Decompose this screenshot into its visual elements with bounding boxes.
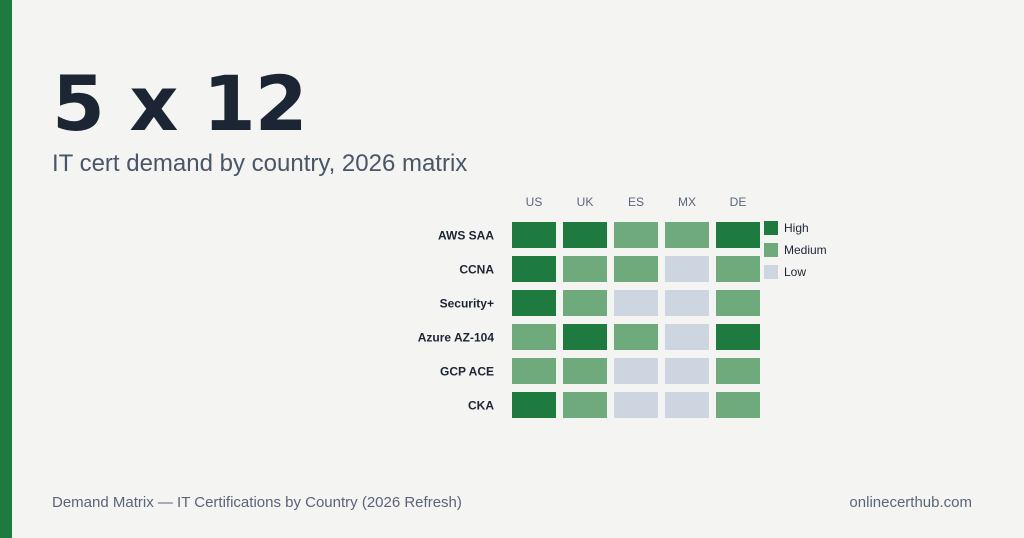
heatmap-cell [614,392,658,418]
heatmap-cell [716,290,760,316]
heatmap-cell [614,222,658,248]
heatmap-cell [563,256,607,282]
heatmap-cell [665,324,709,350]
footer-site[interactable]: onlinecerthub.com [849,494,972,511]
heatmap-cell [563,358,607,384]
heatmap-cell [512,256,556,282]
heatmap-cell [665,358,709,384]
legend-label: High [784,221,809,235]
heatmap-cell [716,324,760,350]
row-label: CKA [468,399,494,413]
legend-label: Medium [784,243,827,257]
row-label: Security+ [440,297,494,311]
row-label: CCNA [459,263,494,277]
heatmap-cell [512,222,556,248]
heatmap-cell [614,256,658,282]
heatmap-cell [512,358,556,384]
heatmap-cell [614,324,658,350]
row-label: AWS SAA [438,229,494,243]
heatmap-cell [512,290,556,316]
column-label: MX [678,195,696,209]
heatmap-cell [716,256,760,282]
heatmap-cell [563,290,607,316]
row-label: GCP ACE [440,365,494,379]
heatmap-cell [665,256,709,282]
heatmap-cell [563,222,607,248]
column-label: US [526,195,543,209]
legend-swatch [764,243,778,257]
heatmap-cell [512,324,556,350]
heatmap-cell [563,324,607,350]
headline: 5 x 12 [52,59,308,148]
column-label: ES [628,195,644,209]
heatmap-cell [665,290,709,316]
row-label: Azure AZ-104 [418,331,495,345]
heatmap-cell [665,222,709,248]
subtitle: IT cert demand by country, 2026 matrix [52,150,468,177]
heatmap-cell [716,392,760,418]
footer-caption: Demand Matrix — IT Certifications by Cou… [52,494,462,511]
column-label: UK [577,195,594,209]
legend-swatch [764,265,778,279]
accent-bar [0,0,12,538]
heatmap-cell [665,392,709,418]
heatmap-cell [512,392,556,418]
heatmap-cell [716,358,760,384]
legend-label: Low [784,265,806,279]
heatmap-cell [614,290,658,316]
heatmap-cell [716,222,760,248]
legend-swatch [764,221,778,235]
heatmap-cell [614,358,658,384]
heatmap-cell [563,392,607,418]
column-label: DE [730,195,747,209]
